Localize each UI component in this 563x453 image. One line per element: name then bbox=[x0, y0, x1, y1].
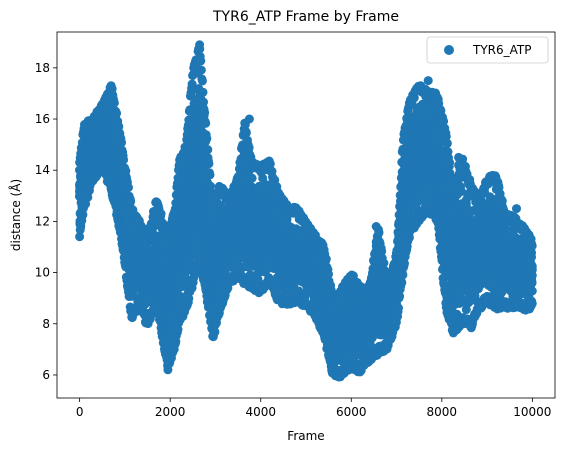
data-point bbox=[196, 56, 206, 66]
data-point bbox=[203, 145, 213, 155]
data-point bbox=[200, 108, 210, 118]
data-point bbox=[247, 173, 257, 183]
series-points bbox=[74, 40, 537, 382]
data-point bbox=[109, 98, 119, 108]
data-point bbox=[197, 76, 207, 86]
plot-area bbox=[56, 31, 556, 399]
chart-title: TYR6_ATP Frame by Frame bbox=[212, 9, 399, 25]
data-point bbox=[78, 210, 88, 220]
data-point bbox=[119, 155, 129, 165]
data-point bbox=[202, 134, 212, 144]
data-point bbox=[196, 65, 206, 75]
data-point bbox=[156, 209, 166, 219]
data-point bbox=[126, 197, 136, 206]
data-point bbox=[124, 183, 133, 192]
data-point bbox=[201, 118, 211, 128]
data-point bbox=[205, 170, 215, 180]
data-point bbox=[198, 87, 208, 97]
data-point bbox=[75, 232, 85, 242]
data-point bbox=[112, 108, 122, 118]
data-point bbox=[204, 159, 214, 169]
data-point bbox=[117, 138, 126, 148]
